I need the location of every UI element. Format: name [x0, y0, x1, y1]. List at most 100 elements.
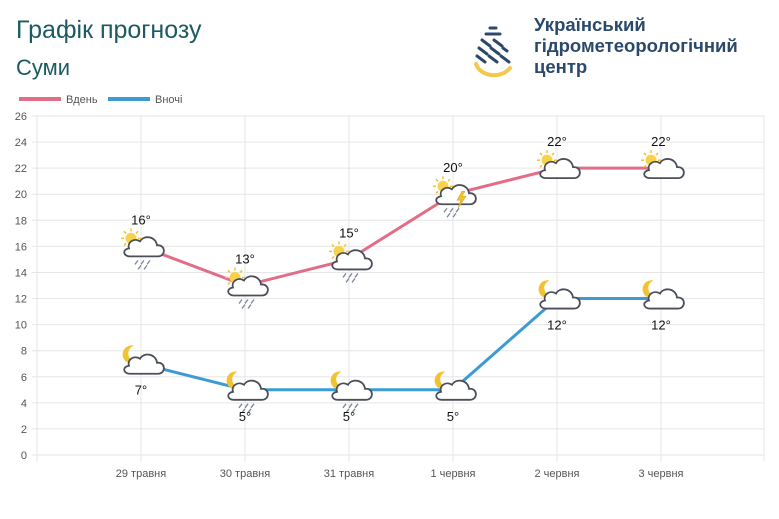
rain-drop: [247, 304, 252, 309]
org-name: Український гідрометеорологічний центр: [534, 14, 738, 77]
sun-ray: [435, 190, 439, 194]
y-tick-label: 8: [21, 346, 27, 358]
weather-icons: [121, 150, 685, 414]
rain-drop: [345, 408, 350, 414]
rain-drop: [354, 403, 359, 409]
rain-drop: [342, 403, 347, 409]
day-temperature-label: 20°: [443, 160, 463, 175]
sun-ray: [227, 281, 231, 286]
y-tick-label: 6: [21, 372, 27, 384]
rain-drop: [238, 403, 243, 409]
y-tick-label: 0: [21, 450, 27, 462]
sun-ray: [643, 164, 647, 168]
moon-cloud-rain-icon: [330, 371, 373, 414]
org-name-line2: гідрометеорологічний: [534, 35, 738, 56]
day-temperature-label: 13°: [235, 252, 255, 267]
moon-shape: [330, 371, 346, 390]
rain-drop: [250, 403, 255, 409]
y-tick-label: 12: [15, 294, 27, 306]
sun-ray: [123, 230, 127, 234]
rain-shape: [443, 207, 460, 218]
rain-drop: [351, 408, 356, 414]
cloud-shape: [331, 249, 373, 271]
rain-drop: [348, 403, 353, 409]
rain-drop: [342, 273, 347, 278]
rain-drop: [241, 408, 246, 414]
y-tick-label: 10: [15, 320, 27, 332]
rain-drop: [244, 403, 249, 409]
sun-cloud-icon: [537, 150, 581, 180]
sun-ray: [239, 269, 243, 274]
day-temperature-label: 22°: [651, 134, 671, 149]
rain-drop: [354, 273, 359, 278]
x-tick-label: 29 травня: [116, 468, 166, 480]
x-tick-label: 30 травня: [220, 468, 270, 480]
sun-ray: [551, 152, 555, 156]
y-tick-label: 20: [15, 189, 27, 201]
rain-drop: [146, 259, 151, 265]
legend: Вдень Вночі: [19, 94, 182, 106]
rain-drop: [443, 207, 448, 213]
series-lines: [140, 166, 661, 392]
org-name-line3: центр: [534, 56, 588, 77]
rain-shape: [342, 273, 359, 283]
x-axis: 29 травня 30 травня 31 травня 1 червня 2 чер…: [116, 468, 684, 480]
chart-grid: [32, 115, 765, 461]
sun-ray: [331, 243, 335, 248]
y-tick-label: 24: [15, 137, 27, 149]
cloud-shape: [227, 275, 269, 297]
legend-label: Вдень: [66, 94, 98, 106]
y-tick-label: 4: [21, 398, 27, 410]
moon-shape: [538, 280, 554, 299]
day-temperature-label: 22°: [547, 134, 567, 149]
night-temperature-label: 5°: [343, 409, 355, 424]
sun-ray: [655, 152, 659, 156]
night-series-line: [140, 297, 661, 392]
sun-cloud-rain-icon: [225, 267, 269, 309]
rain-drop: [449, 207, 454, 213]
sun-ray: [343, 243, 347, 248]
moon-cloud-rain-icon: [226, 371, 269, 414]
cloud-shape: [227, 379, 269, 401]
night-temperature-label: 12°: [547, 318, 567, 333]
cloud-shape: [331, 379, 373, 401]
chart-title: Графік прогнозу: [16, 16, 202, 44]
rain-drop: [345, 278, 350, 283]
rain-drop: [140, 259, 145, 265]
cloud-shape: [539, 158, 581, 180]
moon-shape: [434, 371, 450, 390]
rain-shape: [238, 403, 255, 414]
sun-cloud-icon: [641, 150, 685, 180]
rain-drop: [351, 278, 356, 283]
sun-ray: [331, 255, 335, 260]
sun-cloud-rain-icon: [121, 228, 165, 270]
rain-drop: [446, 212, 451, 218]
cloud-shape: [123, 353, 165, 375]
x-tick-label: 3 червня: [638, 468, 683, 480]
moon-cloud-icon: [538, 280, 581, 310]
sun-ray: [539, 152, 543, 156]
x-tick-label: 1 червня: [430, 468, 475, 480]
x-tick-label: 2 червня: [534, 468, 579, 480]
rain-drop: [137, 264, 142, 270]
sun-ray: [135, 230, 139, 234]
sun-cloud-rain-icon: [329, 241, 373, 283]
rain-shape: [238, 299, 255, 309]
sun-ray: [643, 152, 647, 156]
ukrhydromet-logo-icon: [470, 20, 516, 85]
night-temperature-label: 5°: [447, 409, 459, 424]
cloud-shape: [435, 379, 477, 401]
moon-cloud-icon: [122, 345, 165, 375]
y-tick-label: 26: [15, 111, 27, 123]
rain-shape: [134, 259, 151, 270]
sun-ray: [227, 269, 231, 274]
sun-ray: [447, 178, 451, 182]
sun-cloud-storm-icon: [433, 176, 477, 218]
legend-label: Вночі: [155, 94, 182, 106]
rain-drop: [134, 259, 139, 265]
temperature-labels: 16° 13° 15° 20° 22° 22° 7° 5° 5° 5° 12° 12°: [131, 134, 671, 424]
sun-ray: [435, 178, 439, 182]
city-name: Суми: [16, 55, 71, 80]
